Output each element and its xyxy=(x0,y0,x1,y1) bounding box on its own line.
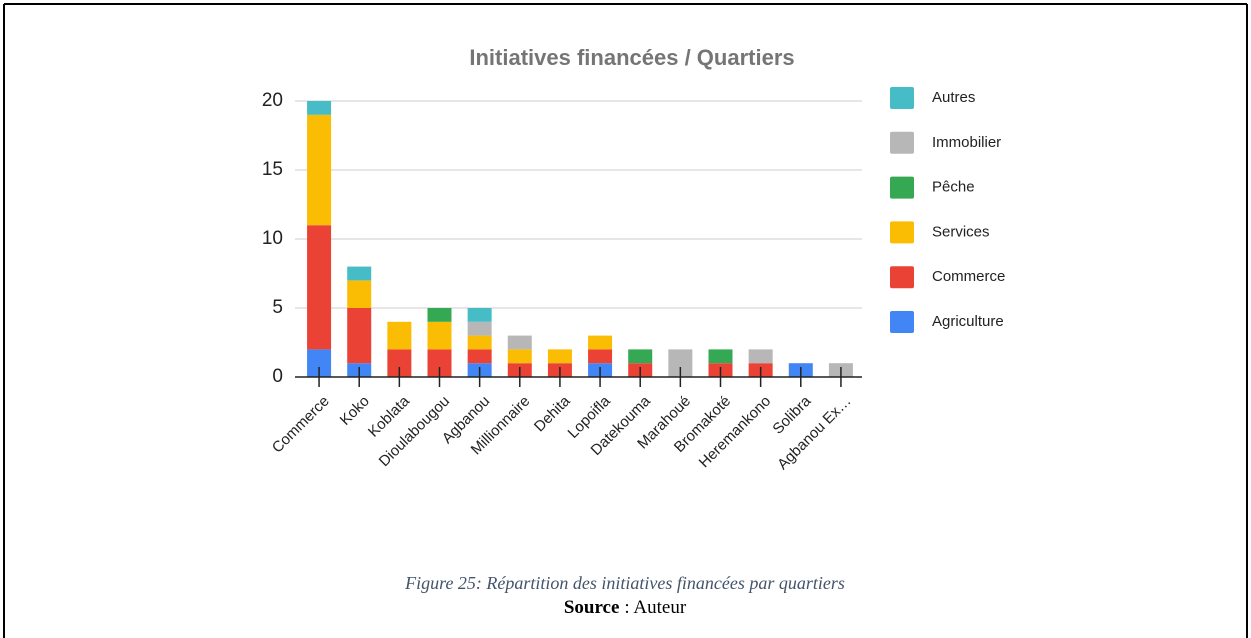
bar-segment xyxy=(307,114,332,226)
legend-swatch xyxy=(890,176,914,199)
source-text: : Auteur xyxy=(624,597,686,618)
legend-swatch xyxy=(890,131,914,154)
bar-segment xyxy=(347,266,372,281)
legend-swatch xyxy=(890,311,914,333)
x-tick-label: Heremankono xyxy=(696,393,775,472)
bar-segment xyxy=(507,349,532,364)
legend-label: Agriculture xyxy=(932,313,1004,330)
y-tick-label: 15 xyxy=(262,159,283,180)
bar-segment xyxy=(547,349,572,364)
bar-segment xyxy=(507,335,532,350)
y-tick-label: 20 xyxy=(262,90,283,111)
x-tick-label: Koko xyxy=(337,393,373,429)
bar-segment xyxy=(467,335,492,350)
bar-segment xyxy=(347,308,372,364)
bar-segment xyxy=(708,349,733,364)
bar-segment xyxy=(748,349,773,364)
bar-segment xyxy=(307,225,332,350)
source: Source: Auteur xyxy=(564,597,687,618)
legend-swatch xyxy=(890,266,914,289)
legend-label: Commerce xyxy=(932,268,1005,285)
legend-label: Immobilier xyxy=(932,134,1001,151)
bar-segment xyxy=(347,280,372,308)
bar-segment xyxy=(467,321,492,336)
legend-swatch xyxy=(890,87,914,109)
bar-segment xyxy=(588,349,613,364)
bar-segment xyxy=(427,308,452,322)
bar-segment xyxy=(628,349,653,364)
x-tick-label: Commerce xyxy=(269,393,333,457)
legend-swatch xyxy=(890,221,914,244)
y-tick-label: 5 xyxy=(272,297,283,318)
source-label: Source xyxy=(564,597,620,618)
y-tick-label: 0 xyxy=(272,366,283,387)
legend-label: Services xyxy=(932,223,990,240)
legend-label: Pêche xyxy=(932,179,975,196)
legend-label: Autres xyxy=(932,89,975,106)
bar-segment xyxy=(427,321,452,350)
bar-segment xyxy=(387,321,412,350)
bar-segment xyxy=(467,308,492,322)
chart-title: Initiatives financées / Quartiers xyxy=(469,45,794,70)
y-tick-label: 10 xyxy=(262,228,283,249)
caption: Figure 25: Répartition des initiatives f… xyxy=(404,573,845,593)
bar-segment xyxy=(467,349,492,364)
bar-segment xyxy=(307,101,332,115)
bar-segment xyxy=(588,335,613,350)
